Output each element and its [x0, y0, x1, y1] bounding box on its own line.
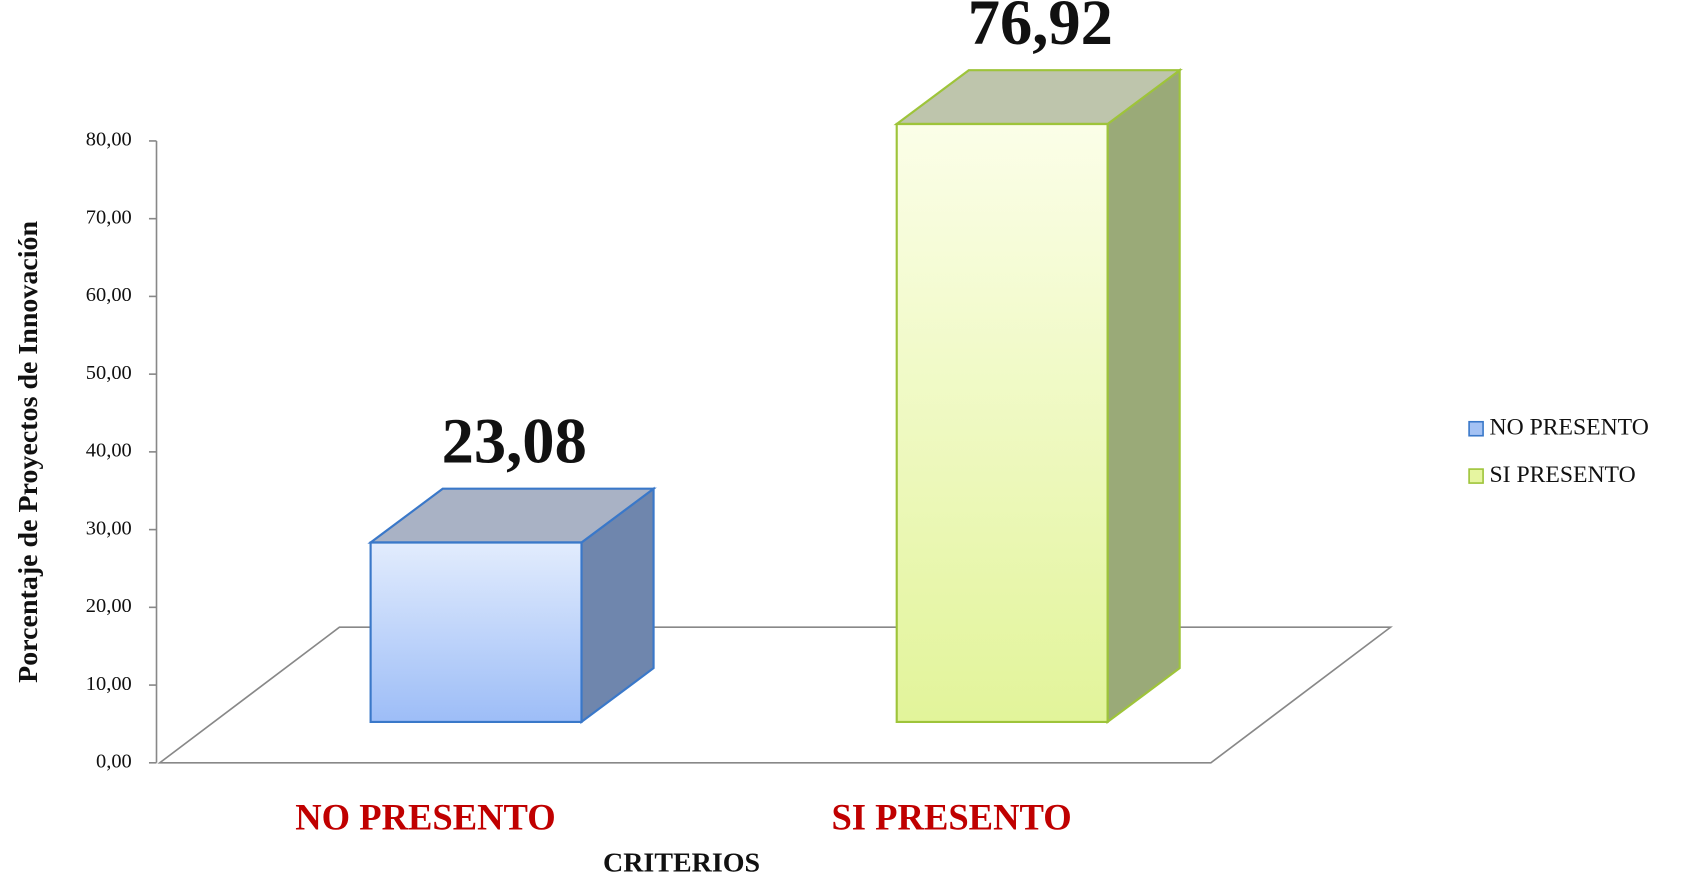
- bar-front: [369, 541, 583, 723]
- y-tick-label: 30,00: [86, 517, 132, 539]
- y-tick-label: 60,00: [86, 284, 132, 306]
- y-tick-label: 50,00: [86, 362, 132, 384]
- legend-swatch: [1468, 420, 1484, 437]
- y-tick-label: 70,00: [86, 206, 132, 228]
- x-tick-label: NO PRESENTO: [295, 796, 556, 837]
- bar-front: [895, 122, 1109, 723]
- legend-label: NO PRESENTO: [1490, 415, 1649, 441]
- bar-side: [1106, 68, 1181, 725]
- legend-swatch: [1468, 468, 1484, 484]
- y-tick-label: 10,00: [86, 673, 132, 695]
- legend-label: SI PRESENTO: [1490, 462, 1636, 488]
- x-axis-title: CRITERIOS: [603, 847, 760, 878]
- bar: [893, 68, 1183, 725]
- y-axis-title: Porcentaje de Proyectos de Innovación: [13, 220, 44, 682]
- bar: [367, 486, 657, 725]
- value-label: 23,08: [442, 405, 587, 477]
- y-tick-label: 80,00: [86, 129, 132, 151]
- y-tick-label: 0,00: [96, 750, 132, 772]
- y-tick-label: 40,00: [86, 440, 132, 462]
- x-tick-label: SI PRESENTO: [831, 796, 1071, 837]
- y-tick-label: 20,00: [86, 595, 132, 617]
- floor: [157, 626, 1393, 764]
- value-label: 76,92: [968, 0, 1113, 58]
